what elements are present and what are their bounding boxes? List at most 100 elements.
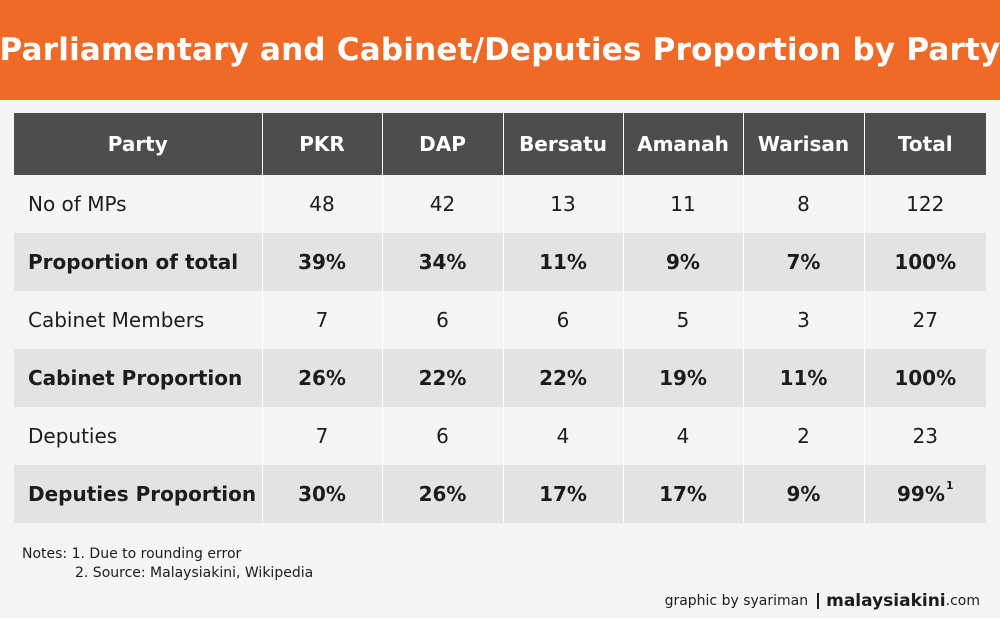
cell-total: 122 [864,175,986,233]
cell-pkr: 26% [262,349,383,407]
cell-dap: 6 [382,291,504,349]
cell-value: 17% [539,482,587,506]
cell-value: 6 [436,424,449,448]
cell-dap: 34% [382,233,504,291]
cell-total: 99%1 [864,465,986,523]
brand-domain: .com [945,593,980,609]
cell-warisan: 8 [743,175,865,233]
cell-value: 48 [309,192,335,216]
row-label: Cabinet Proportion [14,349,263,407]
row-label: No of MPs [14,175,263,233]
cell-value: 9% [786,482,821,506]
data-table: Party PKR DAP Bersatu Amanah Warisan Tot… [14,113,986,523]
cell-value: 13 [550,192,576,216]
column-header-amanah: Amanah [623,113,744,175]
cell-pkr: 7 [262,407,383,465]
column-header-dap: DAP [382,113,504,175]
cell-bersatu: 22% [503,349,624,407]
cell-value: 30% [298,482,346,506]
cell-value: 7 [315,424,329,448]
cell-total: 100% [864,349,986,407]
data-table-container: Party PKR DAP Bersatu Amanah Warisan Tot… [14,113,986,523]
cell-value: 3 [797,308,810,332]
cell-amanah: 19% [623,349,744,407]
note-line-1: Notes: 1. Due to rounding error [22,546,242,562]
cell-bersatu: 11% [503,233,624,291]
cell-value: 11% [539,250,587,274]
cell-value: 11% [779,366,828,390]
table-row-no-of-mps: No of MPs 48 42 13 11 8 122 [14,175,986,233]
cell-value: 2 [797,424,810,448]
credit: graphic by syariman malaysiakini .com [665,591,980,611]
cell-pkr: 7 [262,291,383,349]
cell-bersatu: 17% [503,465,624,523]
cell-warisan: 7% [743,233,865,291]
cell-value: 4 [676,424,690,448]
row-label: Cabinet Members [14,291,263,349]
cell-value: 42 [429,192,456,216]
column-header-pkr: PKR [262,113,383,175]
cell-total: 23 [864,407,986,465]
cell-value: 99% [896,482,945,506]
brand-logo-text: malaysiakini [826,591,946,611]
cell-value: 6 [556,308,570,332]
cell-dap: 42 [382,175,504,233]
column-header-bersatu: Bersatu [503,113,624,175]
cell-value: 5 [676,308,690,332]
page-title: Parliamentary and Cabinet/Deputies Propo… [0,32,1000,68]
cell-value: 9% [666,250,700,274]
note-line-2: 2. Source: Malaysiakini, Wikipedia [75,565,314,581]
cell-bersatu: 13 [503,175,624,233]
cell-value: 27 [912,308,938,332]
cell-value: 8 [797,192,810,216]
cell-value: 4 [556,424,570,448]
cell-value: 122 [906,192,945,216]
title-banner: Parliamentary and Cabinet/Deputies Propo… [0,0,1000,100]
credit-byline: graphic by syariman [664,593,809,609]
cell-value: 100% [894,366,957,390]
footnote-marker: 1 [945,479,954,493]
cell-value: 26% [298,366,346,390]
cell-warisan: 2 [743,407,865,465]
cell-amanah: 9% [623,233,744,291]
table-row-cabinet-members: Cabinet Members 7 6 6 5 3 27 [14,291,986,349]
cell-pkr: 48 [262,175,383,233]
credit-separator [817,593,820,609]
cell-value: 7% [786,250,821,274]
cell-value: 6 [436,308,449,332]
table-row-deputies: Deputies 7 6 4 4 2 23 [14,407,986,465]
notes: Notes: 1. Due to rounding error 2. Sourc… [22,545,313,583]
cell-total: 27 [864,291,986,349]
cell-value: 34% [418,250,467,274]
cell-value: 11 [670,192,696,216]
cell-pkr: 39% [262,233,383,291]
table-body: No of MPs 48 42 13 11 8 122 Proportion of total… [14,175,986,523]
cell-total: 100% [864,233,986,291]
cell-amanah: 17% [623,465,744,523]
cell-dap: 6 [382,407,504,465]
table-row-proportion-of-total: Proportion of total 39% 34% 11% 9% 7% 100% [14,233,986,291]
cell-amanah: 5 [623,291,744,349]
cell-value: 22% [539,366,587,390]
cell-warisan: 3 [743,291,865,349]
cell-value: 100% [894,250,957,274]
row-label: Deputies Proportion [14,465,263,523]
table-row-deputies-proportion: Deputies Proportion 30% 26% 17% 17% 9% 99%1 [14,465,986,523]
cell-value: 22% [418,366,467,390]
cell-amanah: 4 [623,407,744,465]
cell-pkr: 30% [262,465,383,523]
cell-value: 17% [659,482,707,506]
cell-dap: 22% [382,349,504,407]
cell-dap: 26% [382,465,504,523]
column-header-total: Total [864,113,986,175]
cell-warisan: 9% [743,465,865,523]
table-header-row: Party PKR DAP Bersatu Amanah Warisan Tot… [14,113,986,175]
row-label: Proportion of total [14,233,263,291]
cell-value: 7 [315,308,329,332]
cell-value: 26% [418,482,467,506]
cell-value: 19% [659,366,707,390]
cell-value: 39% [298,250,346,274]
column-header-party: Party [14,113,263,175]
row-label: Deputies [14,407,263,465]
cell-bersatu: 6 [503,291,624,349]
